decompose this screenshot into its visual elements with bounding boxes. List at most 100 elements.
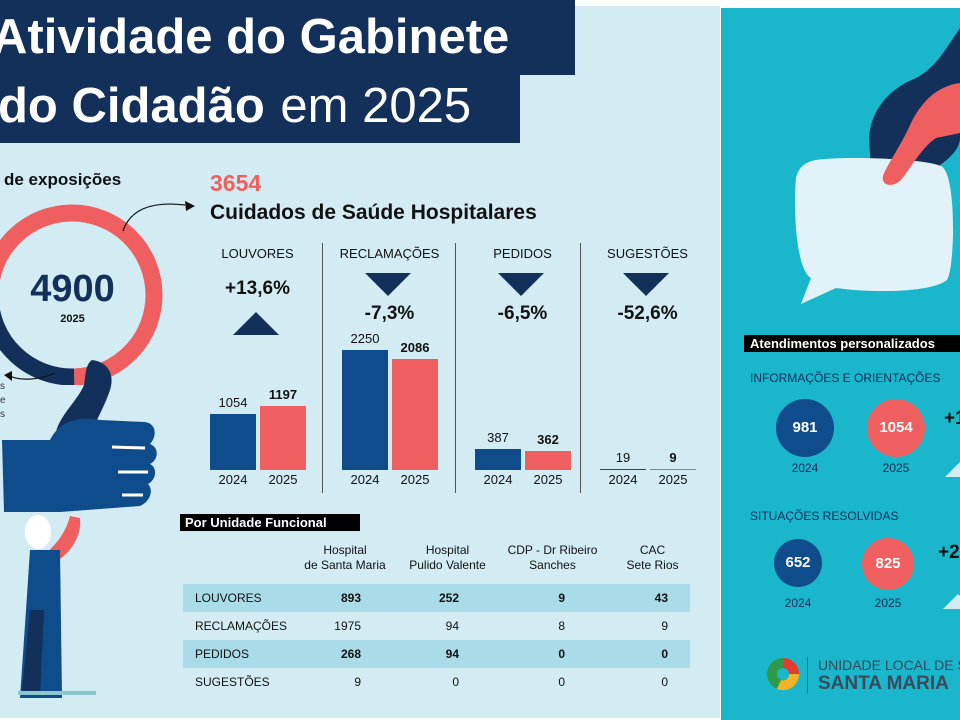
situacoes-change: +2 [938,542,960,563]
year-label: 2025 [874,596,902,610]
header-line: de Santa Maria [304,558,386,572]
up-triangle-icon [943,594,960,609]
bar-value-label: 362 [537,431,559,447]
cell-value: 9 [558,591,565,605]
title-line-2-bold: do Cidadão [0,79,265,133]
cell-value: 0 [558,647,565,661]
logo-text-line-1: UNIDADE LOCAL DE SA [818,657,960,673]
header-line: Sete Rios [626,558,679,572]
cell-value: 43 [654,591,668,605]
bar-2025 [392,358,438,470]
situacoes-heading: SITUAÇÕES RESOLVIDAS [750,509,899,523]
informacoes-heading: INFORMAÇÕES E ORIENTAÇÕES [750,371,941,385]
hand-shape [882,83,960,185]
fist-shape [2,418,157,512]
category-divider [455,243,456,493]
cell-value: 8 [558,619,565,633]
cell-value: 94 [445,619,459,633]
situacoes-2024-circle: 652 [774,539,822,587]
cell-value: 0 [661,675,668,689]
por-unidade-label: Por Unidade Funcional [180,514,360,531]
column-header-cac: CAC Sete Rios [615,543,690,573]
category-change: -52,6% [617,303,678,324]
arrow-to-hospitalares [122,203,186,232]
bar-year-label: 2025 [400,472,430,487]
down-triangle-icon [365,273,411,296]
arrow-head-right [185,201,195,211]
atendimentos-label: Atendimentos personalizados [744,335,960,352]
hospitalares-total: 3654 [210,170,262,196]
thumbs-up-illustration [2,360,157,698]
bar-year-label: 2024 [218,472,248,487]
finger-line [111,445,146,450]
bar-2024 [475,449,521,470]
person-leg [22,610,44,695]
informacoes-2024-circle: 981 [776,399,834,457]
cell-value: 268 [340,647,361,661]
thumb-shape [56,360,112,432]
donut-segment-outros [0,309,75,385]
category-change: +13,6% [225,278,290,299]
situacoes-2025-circle: 825 [862,538,914,590]
speech-bubble-illustration [794,28,960,304]
bar-year-label: 2024 [608,472,638,487]
arrow-to-outros [9,372,56,380]
exposicoes-donut [0,201,195,385]
arrow-head-left [4,371,12,381]
row-label: LOUVORES [195,591,262,605]
donut-segment-hospitalares [0,204,163,385]
bar-value-label: 1054 [218,394,248,410]
bar-2025 [260,406,306,470]
column-header-santa-maria: Hospital de Santa Maria [300,543,390,573]
bar-value-label: 1197 [268,387,298,403]
bar-year-label: 2025 [533,472,563,487]
uls-santa-maria-logo-icon [767,658,800,691]
informacoes-change: +1 [944,408,960,429]
header-line: Sanches [529,558,576,572]
bar-2025 [650,468,696,470]
up-triangle-icon [233,312,279,335]
side-text-line: s [0,409,5,420]
exposicoes-year: 2025 [60,313,85,325]
header-line: Hospital [425,543,470,557]
category-name: LOUVORES [221,246,294,261]
cell-value: 0 [452,675,459,689]
down-triangle-icon [498,273,544,296]
category-2: PEDIDOS -6,5% 387 2024 362 2025 [460,240,585,490]
cut-off-side-text: s e s [0,380,6,422]
title-line-2: do Cidadão em 2025 [0,75,520,143]
table-row-pedidos: PEDIDOS 268 94 0 0 [183,640,690,668]
table-row-reclamacoes: RECLAMAÇÕES 1975 94 8 9 [183,612,690,640]
header-line: Hospital [323,543,367,557]
bar-value-label: 2250 [350,331,380,346]
category-0: LOUVORES +13,6% 1054 2024 1197 2025 [195,240,320,490]
year-label: 2024 [791,461,819,475]
category-1: RECLAMAÇÕES -7,3% 2250 2024 2086 2025 [327,240,452,490]
title-line-1: Atividade do Gabinete [0,0,575,75]
header-line: CAC [639,543,666,557]
bar-year-label: 2024 [483,472,513,487]
bar-year-label: 2025 [268,472,298,487]
bar-value-label: 19 [615,449,631,465]
bar-2024 [342,350,388,470]
row-label: SUGESTÕES [195,675,270,689]
speech-bubble [794,158,954,304]
header-line: Pulido Valente [409,558,486,572]
down-triangle-icon [623,273,669,296]
hospitalares-title: Cuidados de Saúde Hospitalares [210,201,537,224]
person-head [25,515,51,549]
cell-value: 0 [661,647,668,661]
bar-value-label: 2086 [400,339,430,355]
bar-2024 [600,468,646,470]
ground-shadow [18,691,96,695]
up-triangle-icon [945,462,960,477]
category-name: SUGESTÕES [607,246,688,261]
cell-value: 1975 [334,619,361,633]
bar-value-label: 387 [487,430,509,446]
category-change: -6,5% [497,303,548,324]
side-text-line: e [0,395,6,406]
category-divider [322,243,323,493]
bar-value-label: 9 [669,449,677,465]
side-text-line: s [0,381,5,392]
